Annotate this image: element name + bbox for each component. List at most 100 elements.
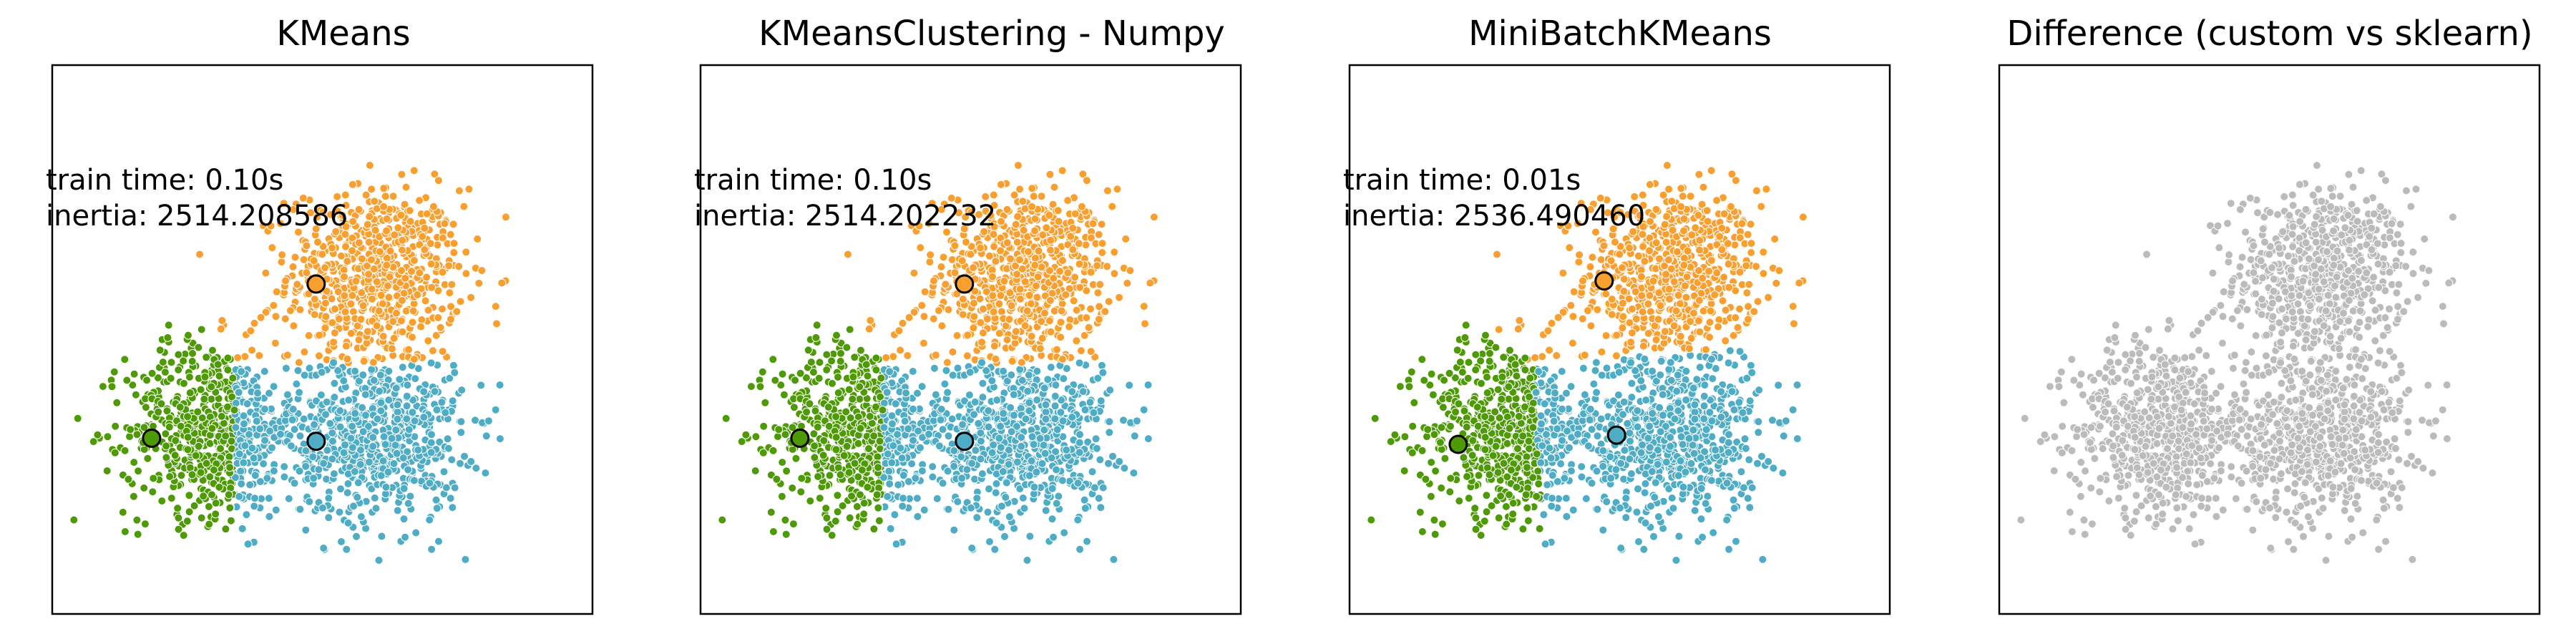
scatter-point [228,374,238,383]
scatter-point [154,407,163,416]
scatter-point [1058,416,1068,426]
scatter-point [389,192,398,201]
scatter-point [1002,478,1011,487]
scatter-point [850,353,859,362]
scatter-point [389,459,399,468]
scatter-point [330,393,339,402]
scatter-point [147,369,157,378]
scatter-point [1679,260,1689,270]
scatter-point [322,287,331,296]
scatter-point [1104,459,1113,468]
cluster-center-blue [306,431,326,452]
scatter-point [1586,262,1595,271]
scatter-point [389,317,398,326]
scatter-point [328,454,337,464]
scatter-point [171,436,180,445]
scatter-point [454,262,464,271]
scatter-point [1054,217,1063,226]
scatter-point [438,268,447,277]
scatter-point [385,273,394,281]
scatter-point [363,327,372,336]
scatter-point [402,414,411,424]
scatter-point [1017,441,1026,451]
scatter-point [111,421,120,431]
scatter-point [418,232,427,241]
scatter-point [216,324,225,333]
scatter-point [1049,532,1058,542]
scatter-point [295,388,304,397]
scatter-point [271,505,280,514]
scatter-point [200,372,210,381]
scatter-point [1094,315,1103,324]
scatter-point [356,460,365,469]
scatter-point [185,389,195,397]
scatter-point [998,467,1008,476]
scatter-point [477,381,486,390]
scatter-point [183,412,192,421]
scatter-point [462,248,471,257]
scatter-point [721,414,731,423]
scatter-point [1023,247,1033,256]
scatter-point [1091,434,1101,444]
scatter-point [1788,302,1797,311]
scatter-point [495,381,504,389]
scatter-point [1714,322,1723,331]
scatter-point [280,462,289,472]
scatter-point [1684,344,1694,353]
scatter-point [218,316,227,325]
scatter-point [836,470,845,479]
scatter-point [386,246,395,255]
scatter-point [381,440,390,449]
scatter-point [1086,347,1096,356]
scatter-point [294,228,303,237]
scatter-point [371,504,381,513]
scatter-point [293,280,302,289]
scatter-point [1662,212,1672,221]
scatter-point [1146,278,1155,288]
scatter-point [438,347,447,356]
scatter-point [424,336,433,346]
scatter-point [917,301,927,310]
scatter-point [1020,321,1030,331]
scatter-point [819,436,829,445]
scatter-point [1676,332,1685,341]
scatter-point [223,353,233,363]
scatter-point [1058,355,1067,364]
scatter-point [300,371,309,380]
scatter-point [194,343,203,352]
scatter-point [323,446,332,455]
scatter-point [299,414,308,424]
scatter-point [202,459,211,468]
scatter-point [393,400,402,409]
scatter-point [427,283,436,292]
scatter-point [356,315,366,324]
scatter-point [924,429,933,439]
scatter-point [234,388,243,397]
scatter-point [836,348,845,358]
scatter-point [196,385,205,394]
scatter-point [831,412,841,421]
scatter-point [356,512,366,522]
scatter-point [885,479,894,489]
scatter-point [248,444,257,453]
scatter-point [415,268,424,278]
scatter-point [926,250,935,260]
scatter-point [253,389,262,398]
scatter-point [382,226,391,235]
scatter-point [796,487,806,497]
scatter-point [847,492,857,501]
scatter-point [252,416,261,426]
scatter-point [374,306,384,316]
scatter-point [916,443,924,452]
scatter-point [358,403,367,412]
scatter-point [1702,206,1712,215]
scatter-point [811,406,820,416]
scatter-point [1009,390,1018,399]
scatter-point [1710,291,1719,299]
scatter-point [404,425,414,434]
scatter-point [1030,260,1040,270]
scatter-point [1000,532,1009,541]
scatter-point [1096,455,1105,464]
scatter-point [969,323,978,333]
scatter-point [1719,273,1729,282]
